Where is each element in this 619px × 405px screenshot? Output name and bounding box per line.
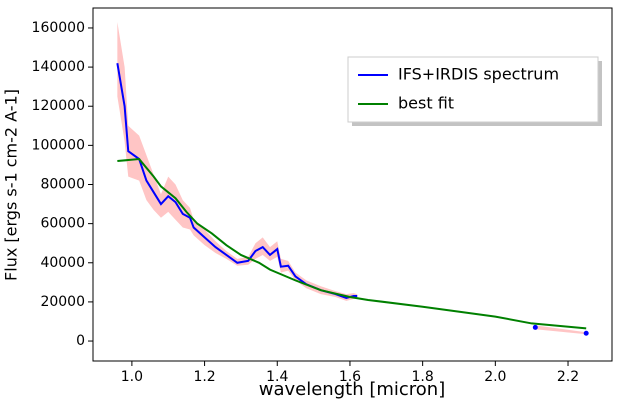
y-tick-label: 100000	[32, 137, 85, 153]
legend-label: IFS+IRDIS spectrum	[398, 65, 559, 84]
series-line	[117, 158, 587, 330]
y-tick-label: 80000	[40, 177, 85, 193]
y-tick-label: 0	[76, 333, 85, 349]
error-band	[535, 325, 587, 335]
y-tick-label: 120000	[32, 98, 85, 114]
x-tick-label: 2.2	[557, 369, 579, 385]
error-band	[117, 22, 358, 301]
y-axis-label: Flux [ergs s-1 cm-2 A-1]	[2, 89, 21, 281]
y-tick-label: 140000	[32, 59, 85, 75]
y-tick-label: 20000	[40, 294, 85, 310]
x-tick-label: 1.2	[193, 369, 215, 385]
x-tick-label: 1.4	[266, 369, 288, 385]
legend-box	[347, 56, 599, 123]
x-tick-label: 2.0	[484, 369, 506, 385]
plot-frame	[92, 7, 613, 362]
data-point	[532, 324, 538, 330]
x-tick-label: 1.0	[121, 369, 143, 385]
legend-label: best fit	[398, 94, 454, 113]
data-point	[583, 330, 589, 336]
y-tick-label: 60000	[40, 216, 85, 232]
x-axis-label: wavelength [micron]	[259, 379, 445, 400]
x-tick-label: 1.6	[339, 369, 361, 385]
x-tick-label: 1.8	[412, 369, 434, 385]
y-tick-label: 40000	[40, 255, 85, 271]
y-tick-label: 160000	[32, 20, 85, 36]
